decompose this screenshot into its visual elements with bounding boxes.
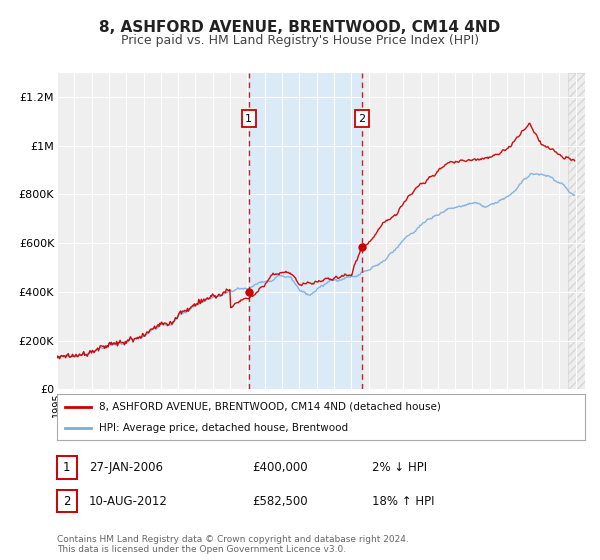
Text: £400,000: £400,000 <box>252 461 308 474</box>
Text: 2% ↓ HPI: 2% ↓ HPI <box>372 461 427 474</box>
Text: 2: 2 <box>358 114 365 124</box>
Text: HPI: Average price, detached house, Brentwood: HPI: Average price, detached house, Bren… <box>99 423 349 433</box>
Text: This data is licensed under the Open Government Licence v3.0.: This data is licensed under the Open Gov… <box>57 545 346 554</box>
Text: 2: 2 <box>63 494 71 508</box>
Text: 10-AUG-2012: 10-AUG-2012 <box>89 494 167 508</box>
Text: Contains HM Land Registry data © Crown copyright and database right 2024.: Contains HM Land Registry data © Crown c… <box>57 535 409 544</box>
Text: Price paid vs. HM Land Registry's House Price Index (HPI): Price paid vs. HM Land Registry's House … <box>121 34 479 46</box>
Text: 8, ASHFORD AVENUE, BRENTWOOD, CM14 4ND: 8, ASHFORD AVENUE, BRENTWOOD, CM14 4ND <box>100 20 500 35</box>
Text: 8, ASHFORD AVENUE, BRENTWOOD, CM14 4ND (detached house): 8, ASHFORD AVENUE, BRENTWOOD, CM14 4ND (… <box>99 402 441 412</box>
Text: 27-JAN-2006: 27-JAN-2006 <box>89 461 163 474</box>
Bar <box>568 73 585 389</box>
Bar <box>249 73 362 389</box>
Text: 1: 1 <box>63 461 71 474</box>
Text: £582,500: £582,500 <box>252 494 308 508</box>
Text: 1: 1 <box>245 114 253 124</box>
Text: 18% ↑ HPI: 18% ↑ HPI <box>372 494 434 508</box>
